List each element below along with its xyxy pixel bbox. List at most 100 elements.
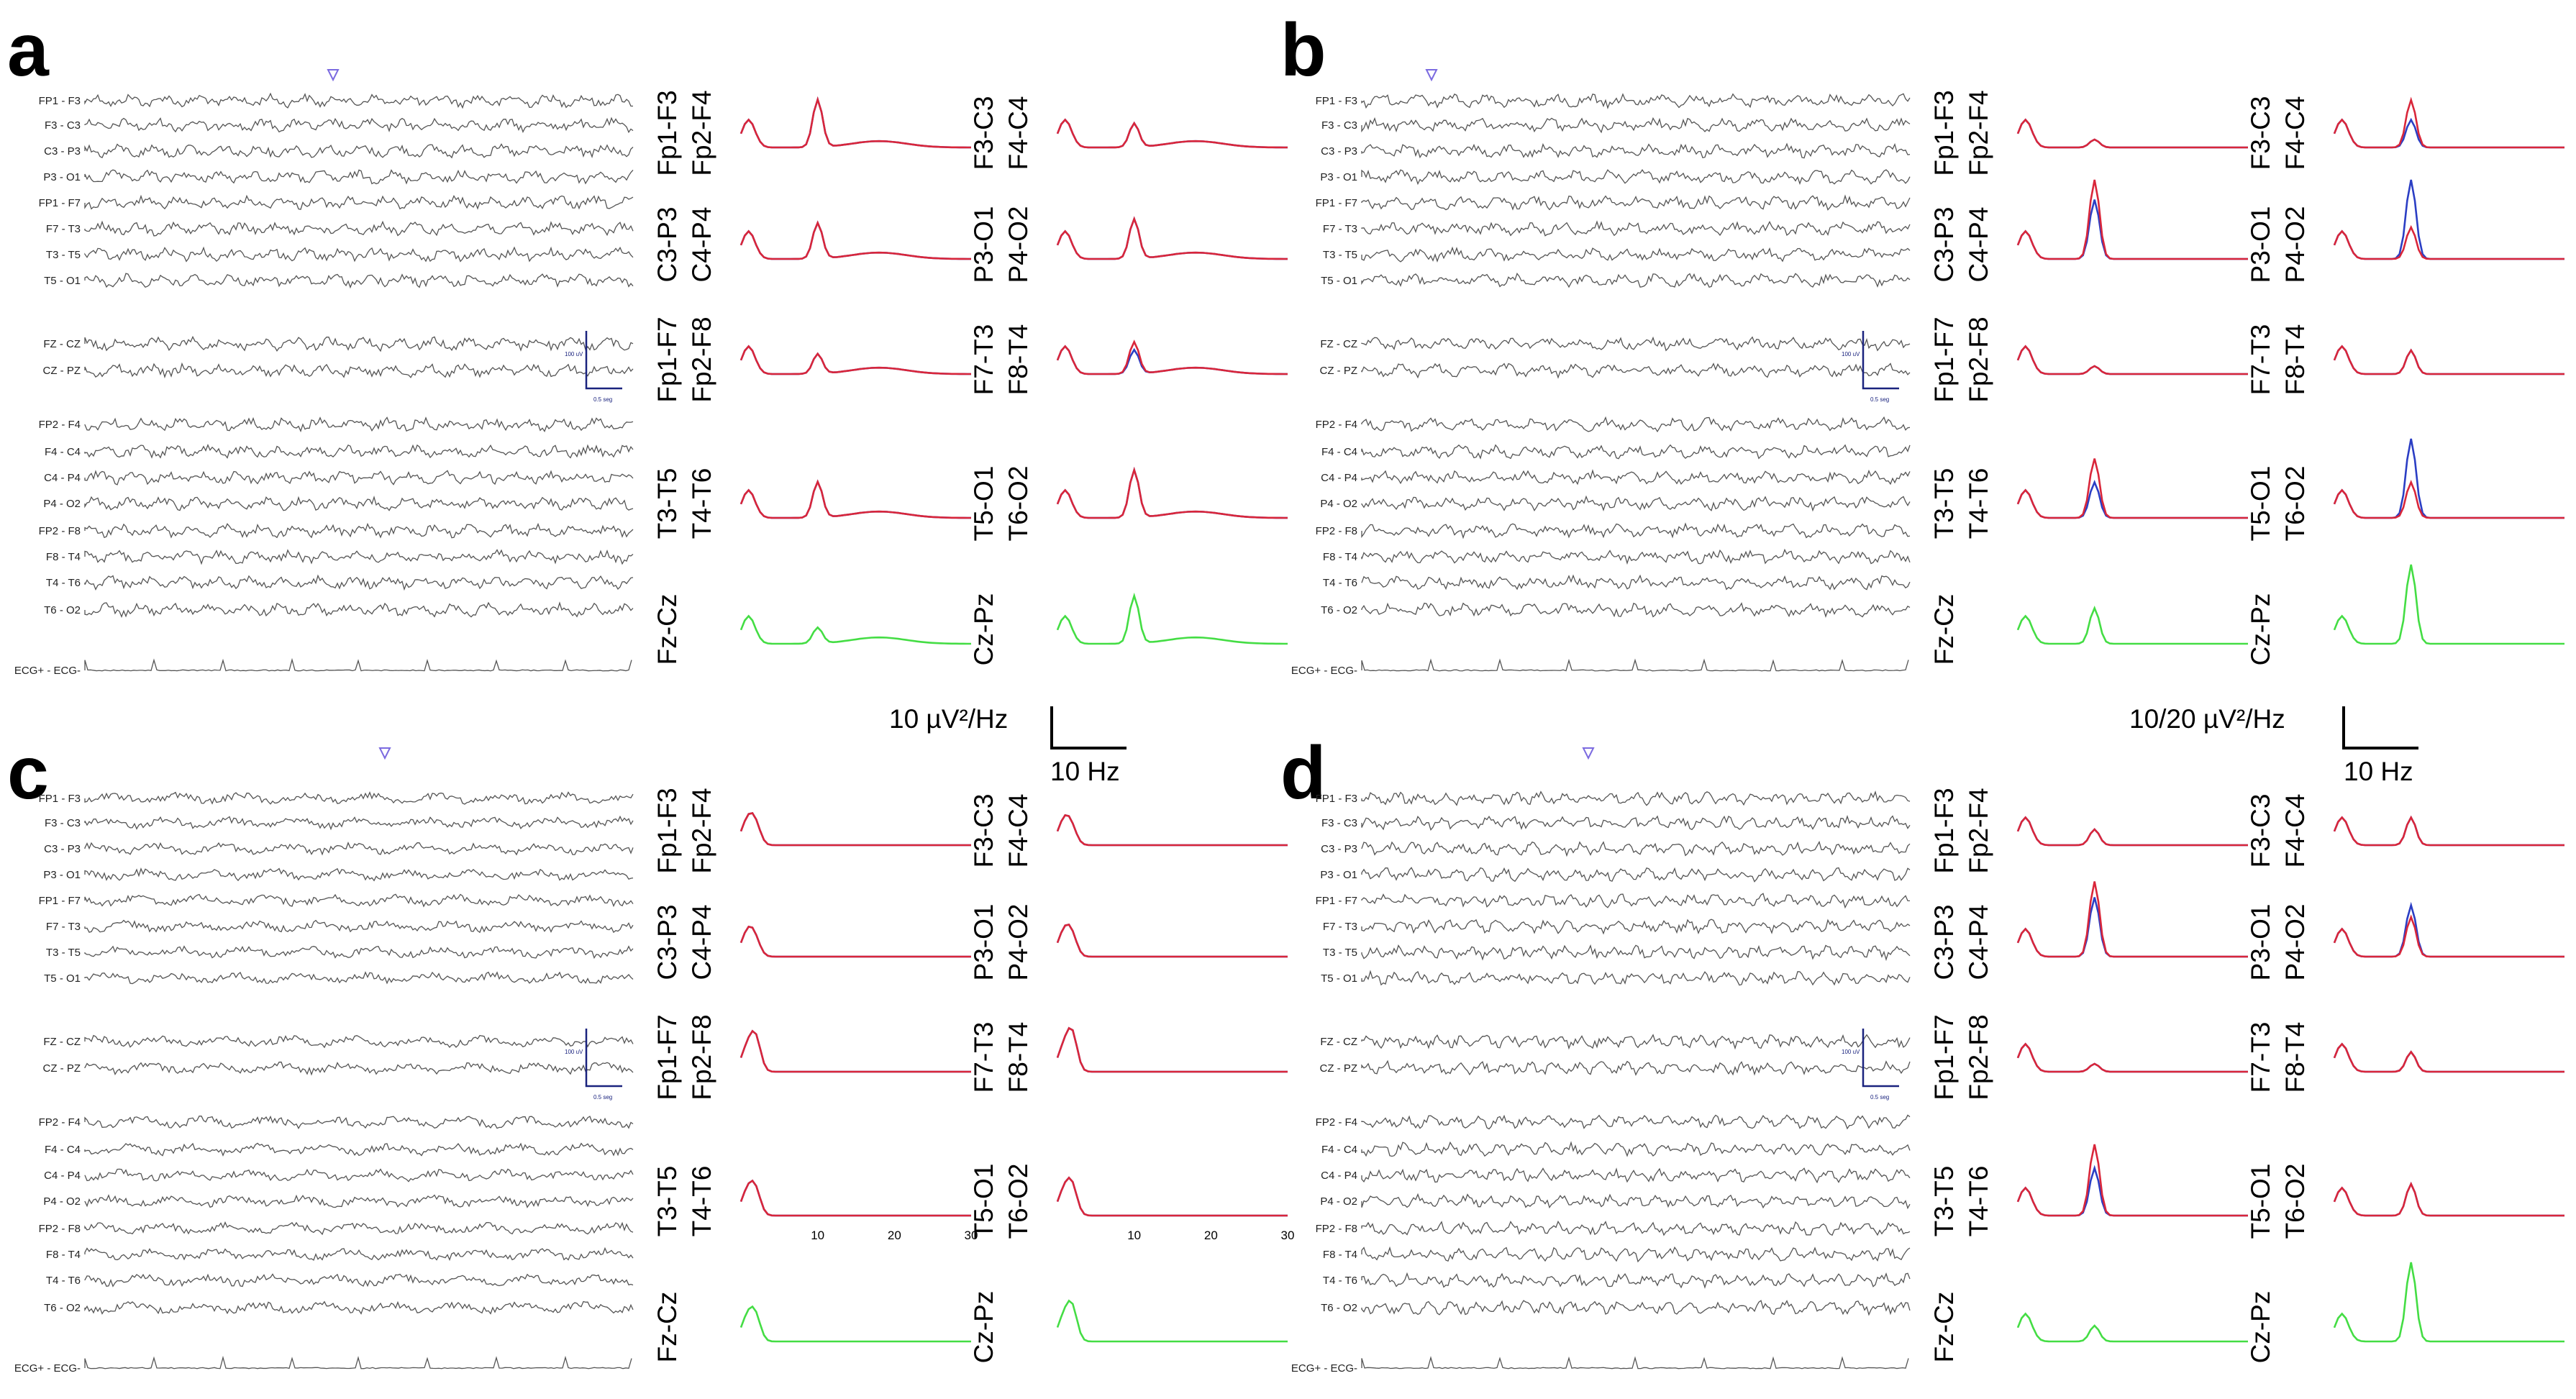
spectrum-left-line xyxy=(1056,924,1288,958)
spectrum-right-line xyxy=(2016,1042,2248,1073)
eeg-trace xyxy=(84,117,634,134)
eeg-trace xyxy=(84,470,634,486)
spectrum-label-left: T3-T5 xyxy=(1929,1166,1959,1237)
spectrum-label-right: C4-P4 xyxy=(1964,207,1993,283)
spectrum-right-line xyxy=(739,925,971,958)
eeg-channel-label: T3 - T5 xyxy=(46,947,81,959)
eeg-trace xyxy=(1361,246,1911,263)
eeg-channel-label: T3 - T5 xyxy=(1323,947,1357,959)
spectrum-left-line xyxy=(739,1029,971,1073)
eeg-trace xyxy=(84,443,634,459)
spectrum-label-right: Fp2-F4 xyxy=(687,788,716,873)
spectrum-label-right: T4-T6 xyxy=(1964,1166,1993,1237)
calibration-amplitude: 100 uV xyxy=(1842,351,1860,357)
spectrum-midline-line xyxy=(739,1305,971,1343)
spectrum-left-line xyxy=(1056,118,1288,149)
spectrum-right-line xyxy=(2333,1042,2564,1073)
spectrum-left-line xyxy=(2333,1042,2564,1073)
eeg-channel-label: F3 - C3 xyxy=(1321,119,1357,132)
eeg-channel-label: P3 - O1 xyxy=(1320,869,1357,881)
eeg-channel-label: P4 - O2 xyxy=(1320,498,1357,510)
calibration-amplitude: 100 uV xyxy=(565,351,583,357)
eeg-trace xyxy=(1361,1220,1911,1236)
spectrum-right-line xyxy=(2333,438,2564,519)
eeg-trace xyxy=(84,1273,634,1288)
spectrum-right-line xyxy=(2333,815,2564,847)
eeg-trace xyxy=(84,335,634,352)
eeg-channel-label: FP2 - F8 xyxy=(1316,1223,1357,1235)
spectrum-right-line xyxy=(2333,179,2564,260)
spectrum-label-left: P3-O1 xyxy=(969,206,998,283)
calibration-amplitude: 100 uV xyxy=(565,1049,583,1055)
eeg-trace xyxy=(84,143,634,159)
spectrum-label-left: F3-C3 xyxy=(969,96,998,170)
eeg-trace xyxy=(84,273,634,289)
spectrum-label-right: T6-O2 xyxy=(2280,466,2310,542)
eeg-channel-label: F7 - T3 xyxy=(46,921,81,933)
spectrum-label-left: C3-P3 xyxy=(1929,207,1959,283)
spectrum-left-line xyxy=(739,479,971,519)
eeg-trace xyxy=(84,893,634,908)
eeg-trace xyxy=(1361,1272,1911,1289)
spectrum-left-line xyxy=(2333,914,2564,958)
spectrum-label-right: F8-T4 xyxy=(2280,324,2310,396)
eeg-channel-label: F7 - T3 xyxy=(1323,223,1357,235)
eeg-trace xyxy=(84,220,634,237)
spectrum-right-line xyxy=(1056,814,1288,847)
ecg-trace xyxy=(1361,1356,1909,1370)
eeg-trace xyxy=(84,1142,634,1157)
eeg-channel-label: C3 - P3 xyxy=(44,843,81,855)
spectrum-right-line xyxy=(1056,1176,1288,1217)
spectrum-midline-line xyxy=(2016,606,2248,645)
ecg-channel-label: ECG+ - ECG- xyxy=(14,665,81,677)
eeg-channel-label: C3 - P3 xyxy=(1321,145,1357,158)
eeg-channel-label: F3 - C3 xyxy=(45,119,81,132)
spectrum-midline-line xyxy=(2333,564,2564,645)
eeg-trace xyxy=(1361,548,1911,565)
spectrum-label-left: P3-O1 xyxy=(2246,206,2275,283)
spectrum-label-left: T5-O1 xyxy=(2246,1164,2275,1239)
spectrum-left-line xyxy=(2016,1042,2248,1073)
eeg-channel-label: T6 - O2 xyxy=(44,1302,81,1314)
spectrum-right-line xyxy=(2016,1165,2248,1217)
spectrum-label-left: F7-T3 xyxy=(2246,324,2275,396)
panel-b: b FP1 - F3 F3 - C3 C3 - P3 P3 - O1 FP1 - F7 F7… xyxy=(1280,9,2564,677)
spectrum-left-line xyxy=(2016,345,2248,375)
eeg-trace xyxy=(1361,790,1911,806)
eeg-channel-label: FZ - CZ xyxy=(1320,338,1357,350)
spectrum-label-right: T6-O2 xyxy=(1003,466,1033,542)
scale-right-x-label: 10 Hz xyxy=(2344,757,2413,786)
eeg-trace xyxy=(1361,117,1911,134)
panel-label-b: b xyxy=(1280,9,1326,92)
spectrum-left-line xyxy=(2016,118,2248,149)
spectrum-label-right: F4-C4 xyxy=(2280,96,2310,170)
eeg-channel-label: FP1 - F7 xyxy=(39,895,81,907)
eeg-trace xyxy=(1361,602,1911,618)
eeg-channel-label: P3 - O1 xyxy=(1320,171,1357,183)
panel-label-a: a xyxy=(7,9,50,92)
eeg-trace xyxy=(1361,1300,1911,1316)
eeg-trace xyxy=(1361,919,1911,935)
spectrum-right-line xyxy=(2333,345,2564,375)
eeg-trace xyxy=(1361,469,1911,486)
spectrum-left-line xyxy=(739,345,971,375)
eeg-trace xyxy=(1361,893,1911,909)
spectrum-label-left: F3-C3 xyxy=(2246,96,2275,170)
scale-left-x-label: 10 Hz xyxy=(1050,757,1120,786)
eeg-channel-label: T4 - T6 xyxy=(1323,1275,1357,1287)
spectrum-label-left: Fz-Cz xyxy=(652,1292,682,1363)
eeg-trace xyxy=(84,1061,634,1076)
spectrum-label-left: Fp1-F7 xyxy=(1929,316,1959,402)
eeg-channel-label: P3 - O1 xyxy=(43,869,81,881)
eeg-trace xyxy=(84,416,634,433)
spectrum-label-right: P4-O2 xyxy=(1003,904,1033,981)
spectrum-left-line xyxy=(2016,458,2248,519)
eeg-trace xyxy=(1361,1193,1911,1210)
x-tick-label: 30 xyxy=(1281,1229,1295,1242)
eeg-channel-label: F8 - T4 xyxy=(46,1249,81,1261)
eeg-trace xyxy=(84,1168,634,1182)
eeg-channel-label: FP2 - F4 xyxy=(1316,1116,1357,1129)
spectrum-label-left: F7-T3 xyxy=(2246,1022,2275,1093)
spectrum-right-line xyxy=(2016,816,2248,847)
